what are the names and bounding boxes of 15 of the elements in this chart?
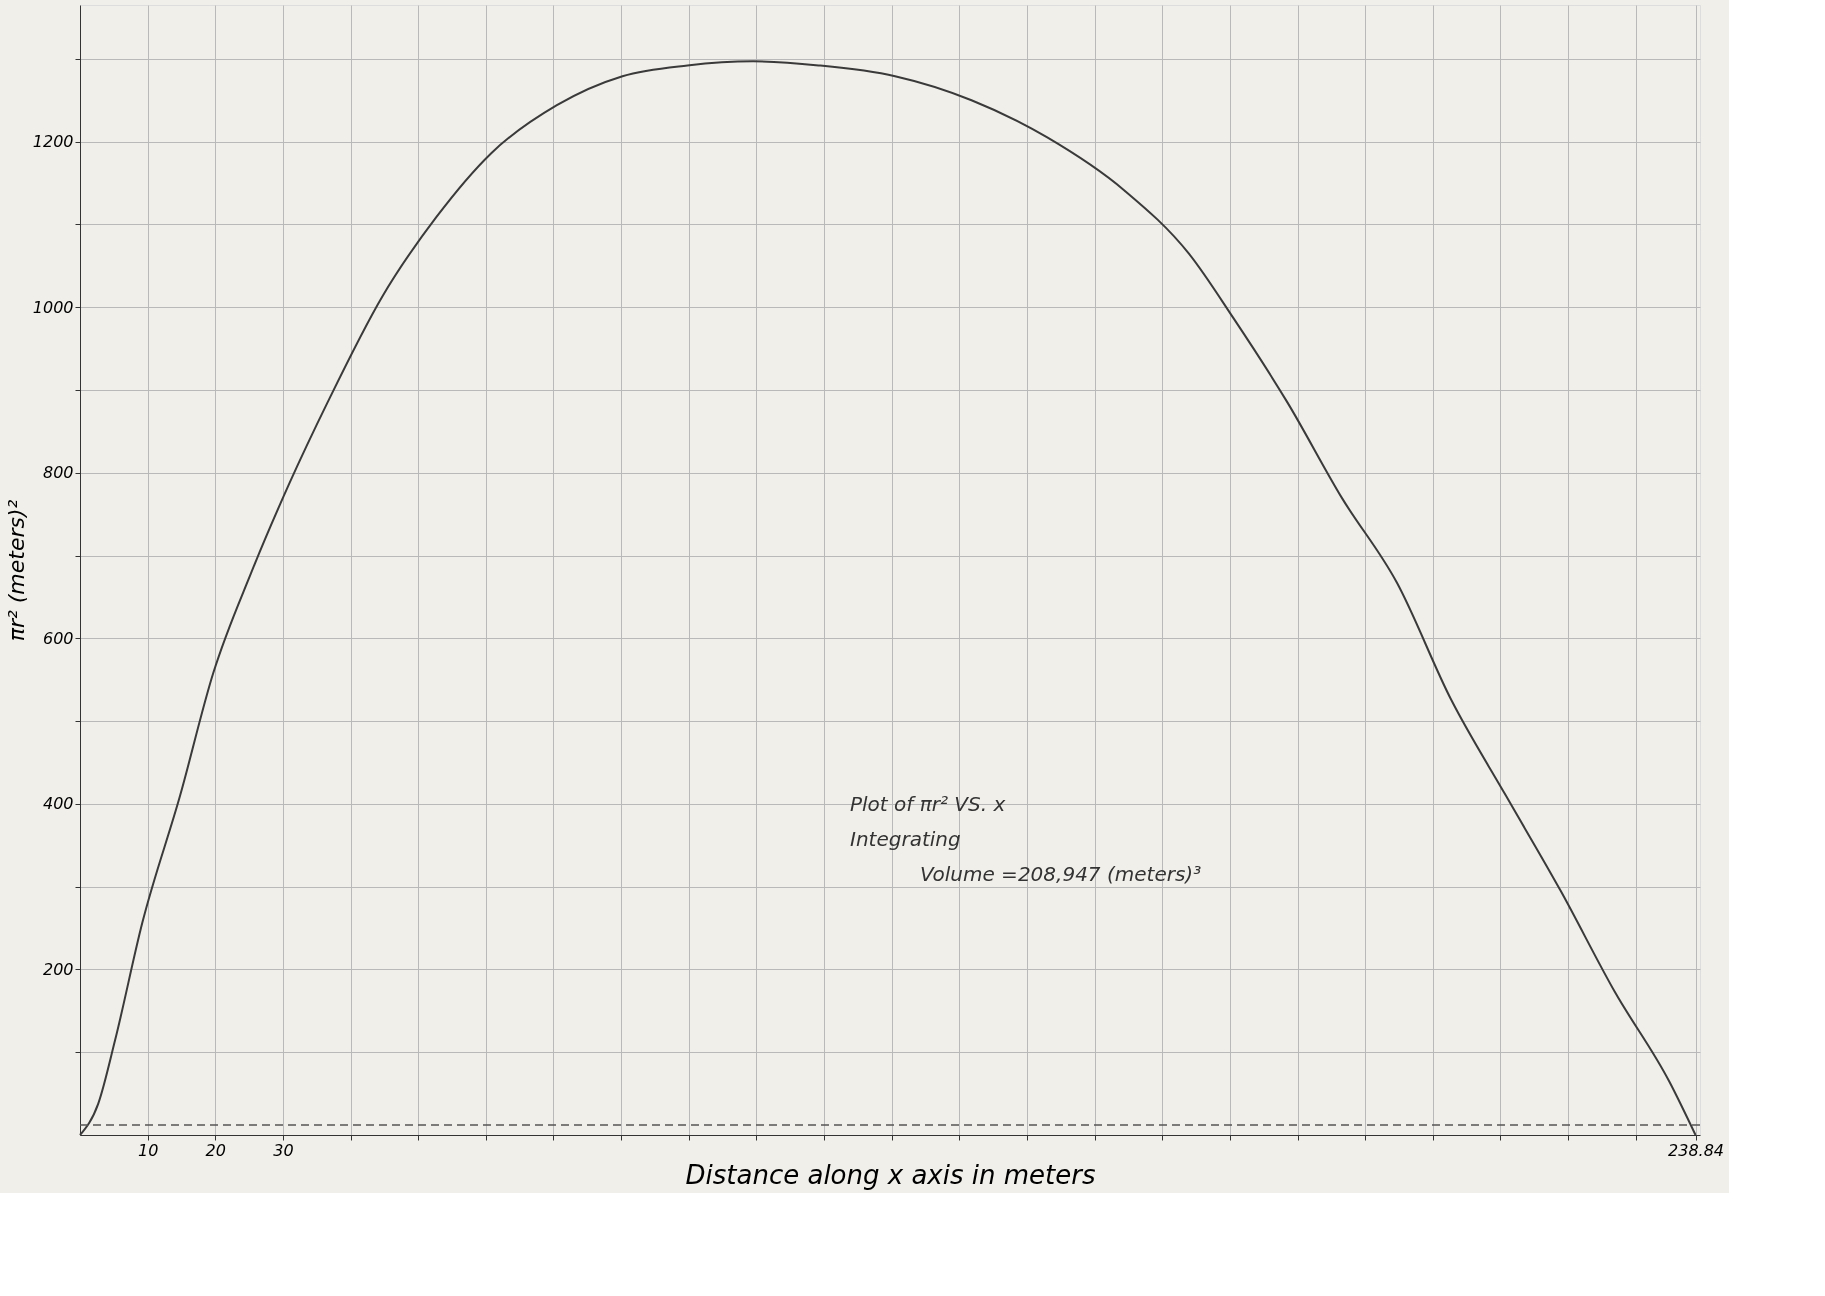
y-tick-label: 800 bbox=[42, 463, 74, 483]
y-tick-label: 200 bbox=[42, 959, 74, 979]
y-tick-label: 1000 bbox=[32, 297, 74, 317]
x-tick-label: 10 bbox=[137, 1140, 159, 1160]
y-tick-label: 600 bbox=[42, 628, 74, 648]
y-tick-label: 400 bbox=[42, 794, 74, 814]
x-tick-label: 20 bbox=[205, 1140, 226, 1160]
annotation: Integrating bbox=[850, 827, 961, 851]
y-axis-title: πr² (meters)² bbox=[3, 499, 29, 642]
annotation: Volume =208,947 (meters)³ bbox=[920, 862, 1202, 886]
annotation: Plot of πr² VS. x bbox=[850, 792, 1006, 816]
x-tick-label: 30 bbox=[273, 1140, 294, 1160]
y-tick-label: 1200 bbox=[32, 132, 74, 152]
x-axis-title: Distance along x axis in meters bbox=[685, 1159, 1096, 1190]
x-tick-label: 238.84 bbox=[1668, 1140, 1725, 1160]
